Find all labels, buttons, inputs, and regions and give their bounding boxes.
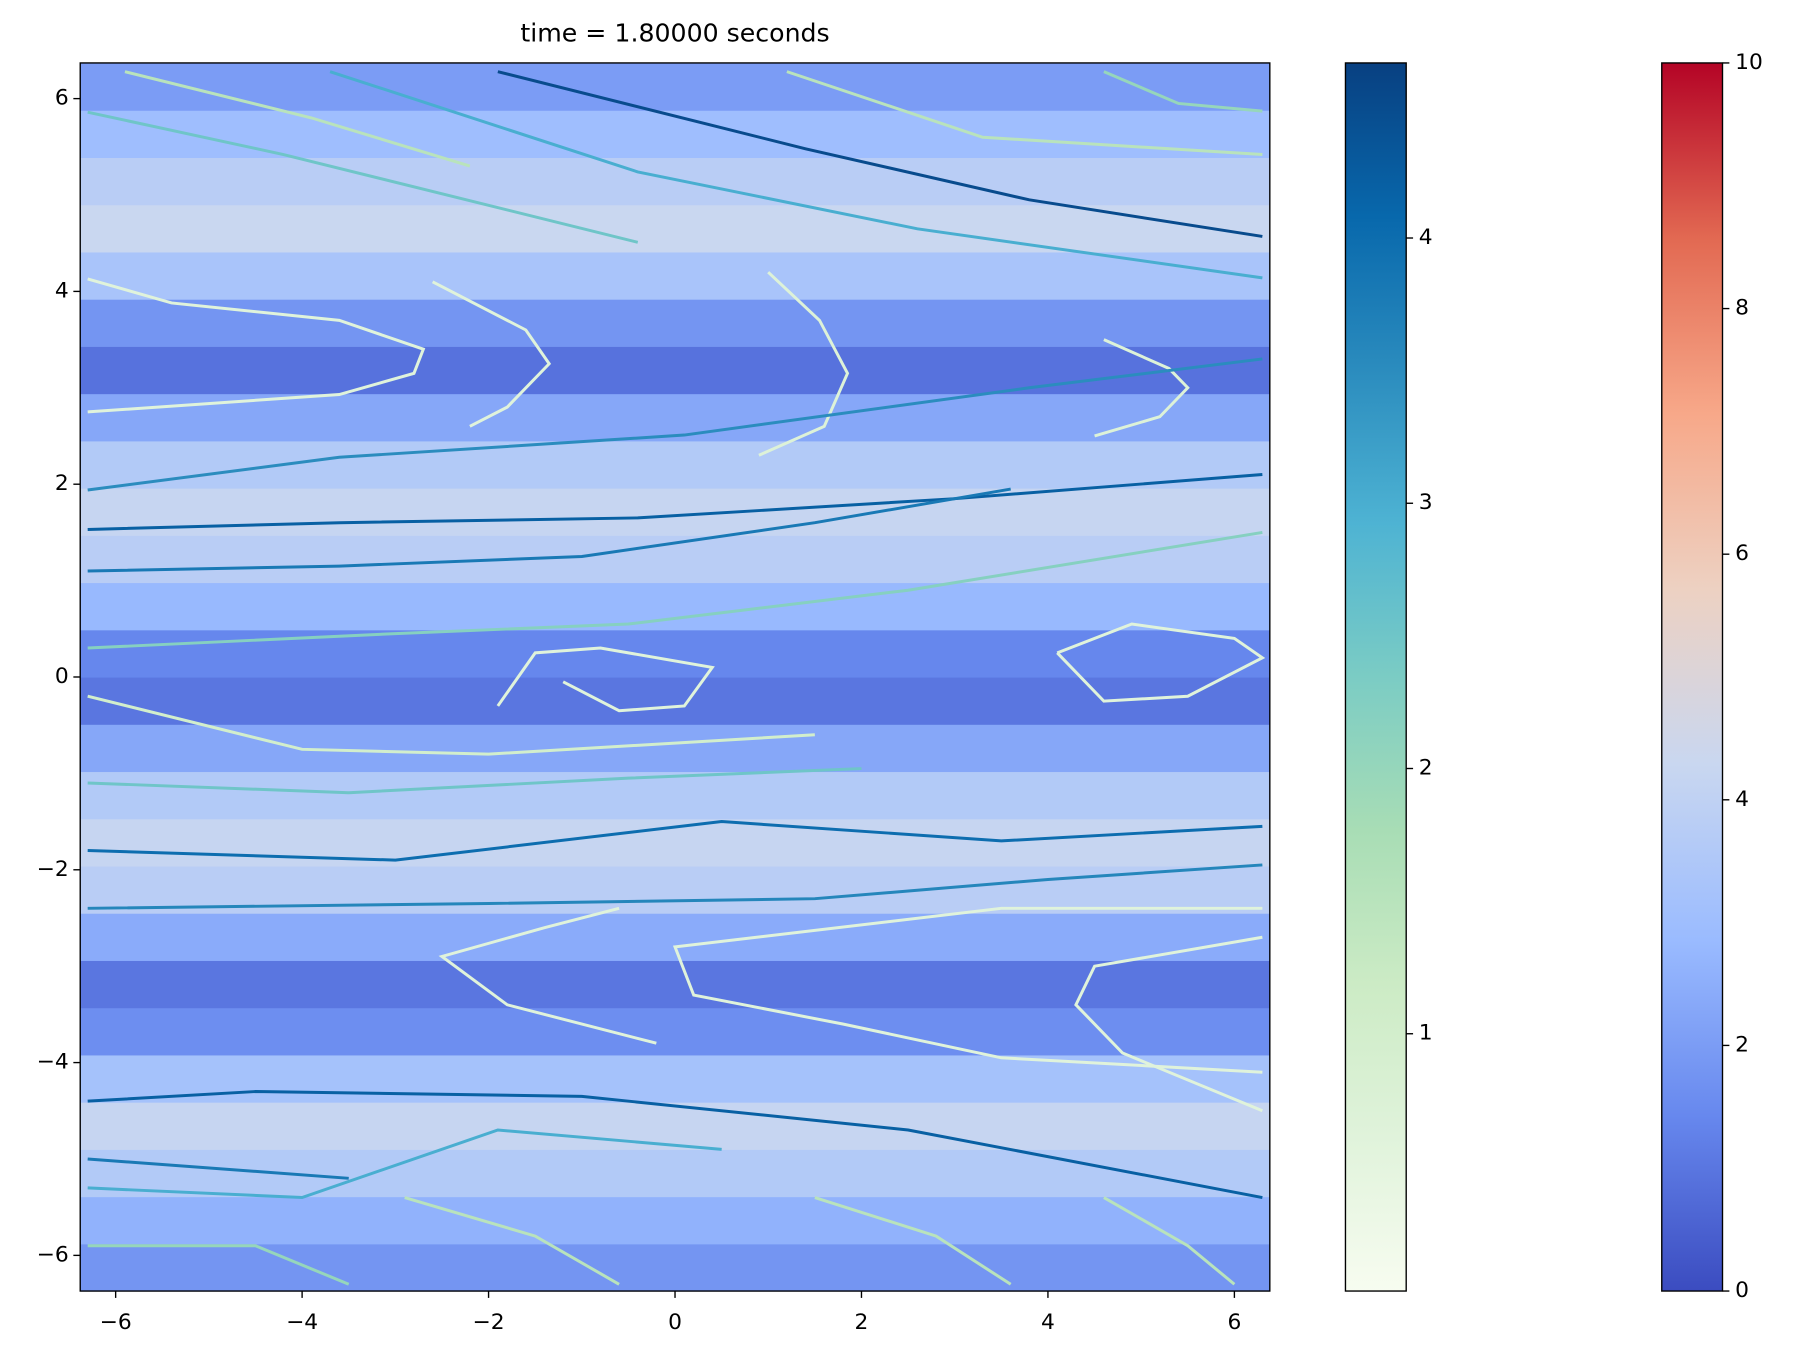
- colorbar-tick-label: 10: [1735, 50, 1763, 75]
- streamline: [87, 1157, 349, 1180]
- streamline: [87, 863, 1263, 910]
- streamline: [497, 70, 1263, 238]
- heatmap-cell: [80, 393, 1270, 442]
- heatmap-cell: [80, 1007, 1270, 1056]
- heatmap-cell: [80, 62, 1270, 111]
- colorbar-tick-label: 2: [1419, 756, 1433, 781]
- streamline: [87, 530, 1263, 650]
- streamline: [87, 110, 639, 244]
- heatmap-cell: [80, 771, 1270, 820]
- colorbar-tick-label: 6: [1735, 541, 1749, 566]
- heatmap-cell: [80, 346, 1270, 395]
- heatmap-cell: [80, 913, 1270, 961]
- streamlines: [87, 70, 1266, 1286]
- heatmap-cell: [80, 676, 1270, 725]
- colorbar-tick-label: 2: [1735, 1032, 1749, 1057]
- heatmap-cell: [80, 1149, 1270, 1198]
- colorbar-tick-label: 4: [1419, 225, 1433, 250]
- heatmap-cell: [80, 157, 1270, 206]
- heatmap-cell: [80, 1196, 1270, 1245]
- streamline: [87, 767, 862, 795]
- x-tick-label: −6: [100, 1310, 132, 1335]
- heatmap-cell: [80, 204, 1270, 253]
- streamline: [1056, 622, 1266, 703]
- x-tick-label: 6: [1227, 1310, 1241, 1335]
- streamline: [87, 1090, 1263, 1199]
- heatmap-cell: [80, 629, 1270, 678]
- heatmap-cell: [80, 110, 1270, 158]
- heatmap-cell: [80, 251, 1270, 300]
- streamline: [1103, 1196, 1236, 1286]
- y-tick-label: −6: [37, 1242, 69, 1267]
- streamline: [1094, 338, 1190, 438]
- streamline: [1103, 70, 1263, 113]
- streamline: [87, 473, 1263, 531]
- heatmap-cell: [80, 299, 1270, 347]
- streamline: [87, 1244, 350, 1286]
- streamline: [438, 906, 657, 1045]
- colorbar-tick-label: 0: [1735, 1278, 1749, 1303]
- streamline: [87, 277, 426, 414]
- colorbar: [1661, 62, 1724, 1292]
- streamline: [404, 1196, 620, 1286]
- chart-title: time = 1.80000 seconds: [520, 18, 829, 47]
- streamline: [124, 70, 471, 168]
- colorbar: [1344, 62, 1407, 1292]
- x-tick-label: 4: [1041, 1310, 1055, 1335]
- streamline: [758, 271, 850, 457]
- streamline: [672, 906, 1263, 1074]
- x-tick-label: −4: [286, 1310, 318, 1335]
- heatmap-cell: [80, 960, 1270, 1009]
- streamline: [786, 70, 1263, 156]
- heatmap-cell: [80, 1243, 1270, 1292]
- heatmap-cell: [80, 1102, 1270, 1150]
- streamline: [496, 646, 715, 713]
- x-tick-label: −2: [473, 1310, 505, 1335]
- colorbar-tick-label: 3: [1419, 490, 1433, 515]
- colorbar-tick-label: 4: [1735, 787, 1749, 812]
- colorbar-tick-label: 1: [1419, 1021, 1433, 1046]
- streamline: [87, 694, 815, 756]
- heatmap-cell: [80, 440, 1270, 489]
- y-tick-label: 0: [55, 664, 69, 689]
- y-tick-label: −4: [37, 1050, 69, 1075]
- streamline: [329, 70, 1263, 280]
- colorbar-tick-label: 8: [1735, 296, 1749, 321]
- y-tick-label: 4: [55, 278, 69, 303]
- streamline: [814, 1196, 1012, 1286]
- streamline: [87, 1128, 722, 1200]
- streamline: [87, 820, 1263, 862]
- y-tick-label: 2: [55, 471, 69, 496]
- heatmap-cell: [80, 724, 1270, 773]
- x-tick-label: 0: [668, 1310, 682, 1335]
- heatmap-cell: [80, 582, 1270, 631]
- streamline: [1074, 935, 1263, 1113]
- streamline: [87, 357, 1263, 492]
- streamline: [431, 280, 552, 428]
- y-tick-label: −2: [37, 857, 69, 882]
- heatmap-cell: [80, 488, 1270, 536]
- streamline: [87, 487, 1011, 573]
- y-tick-label: 6: [55, 86, 69, 111]
- x-tick-label: 2: [855, 1310, 869, 1335]
